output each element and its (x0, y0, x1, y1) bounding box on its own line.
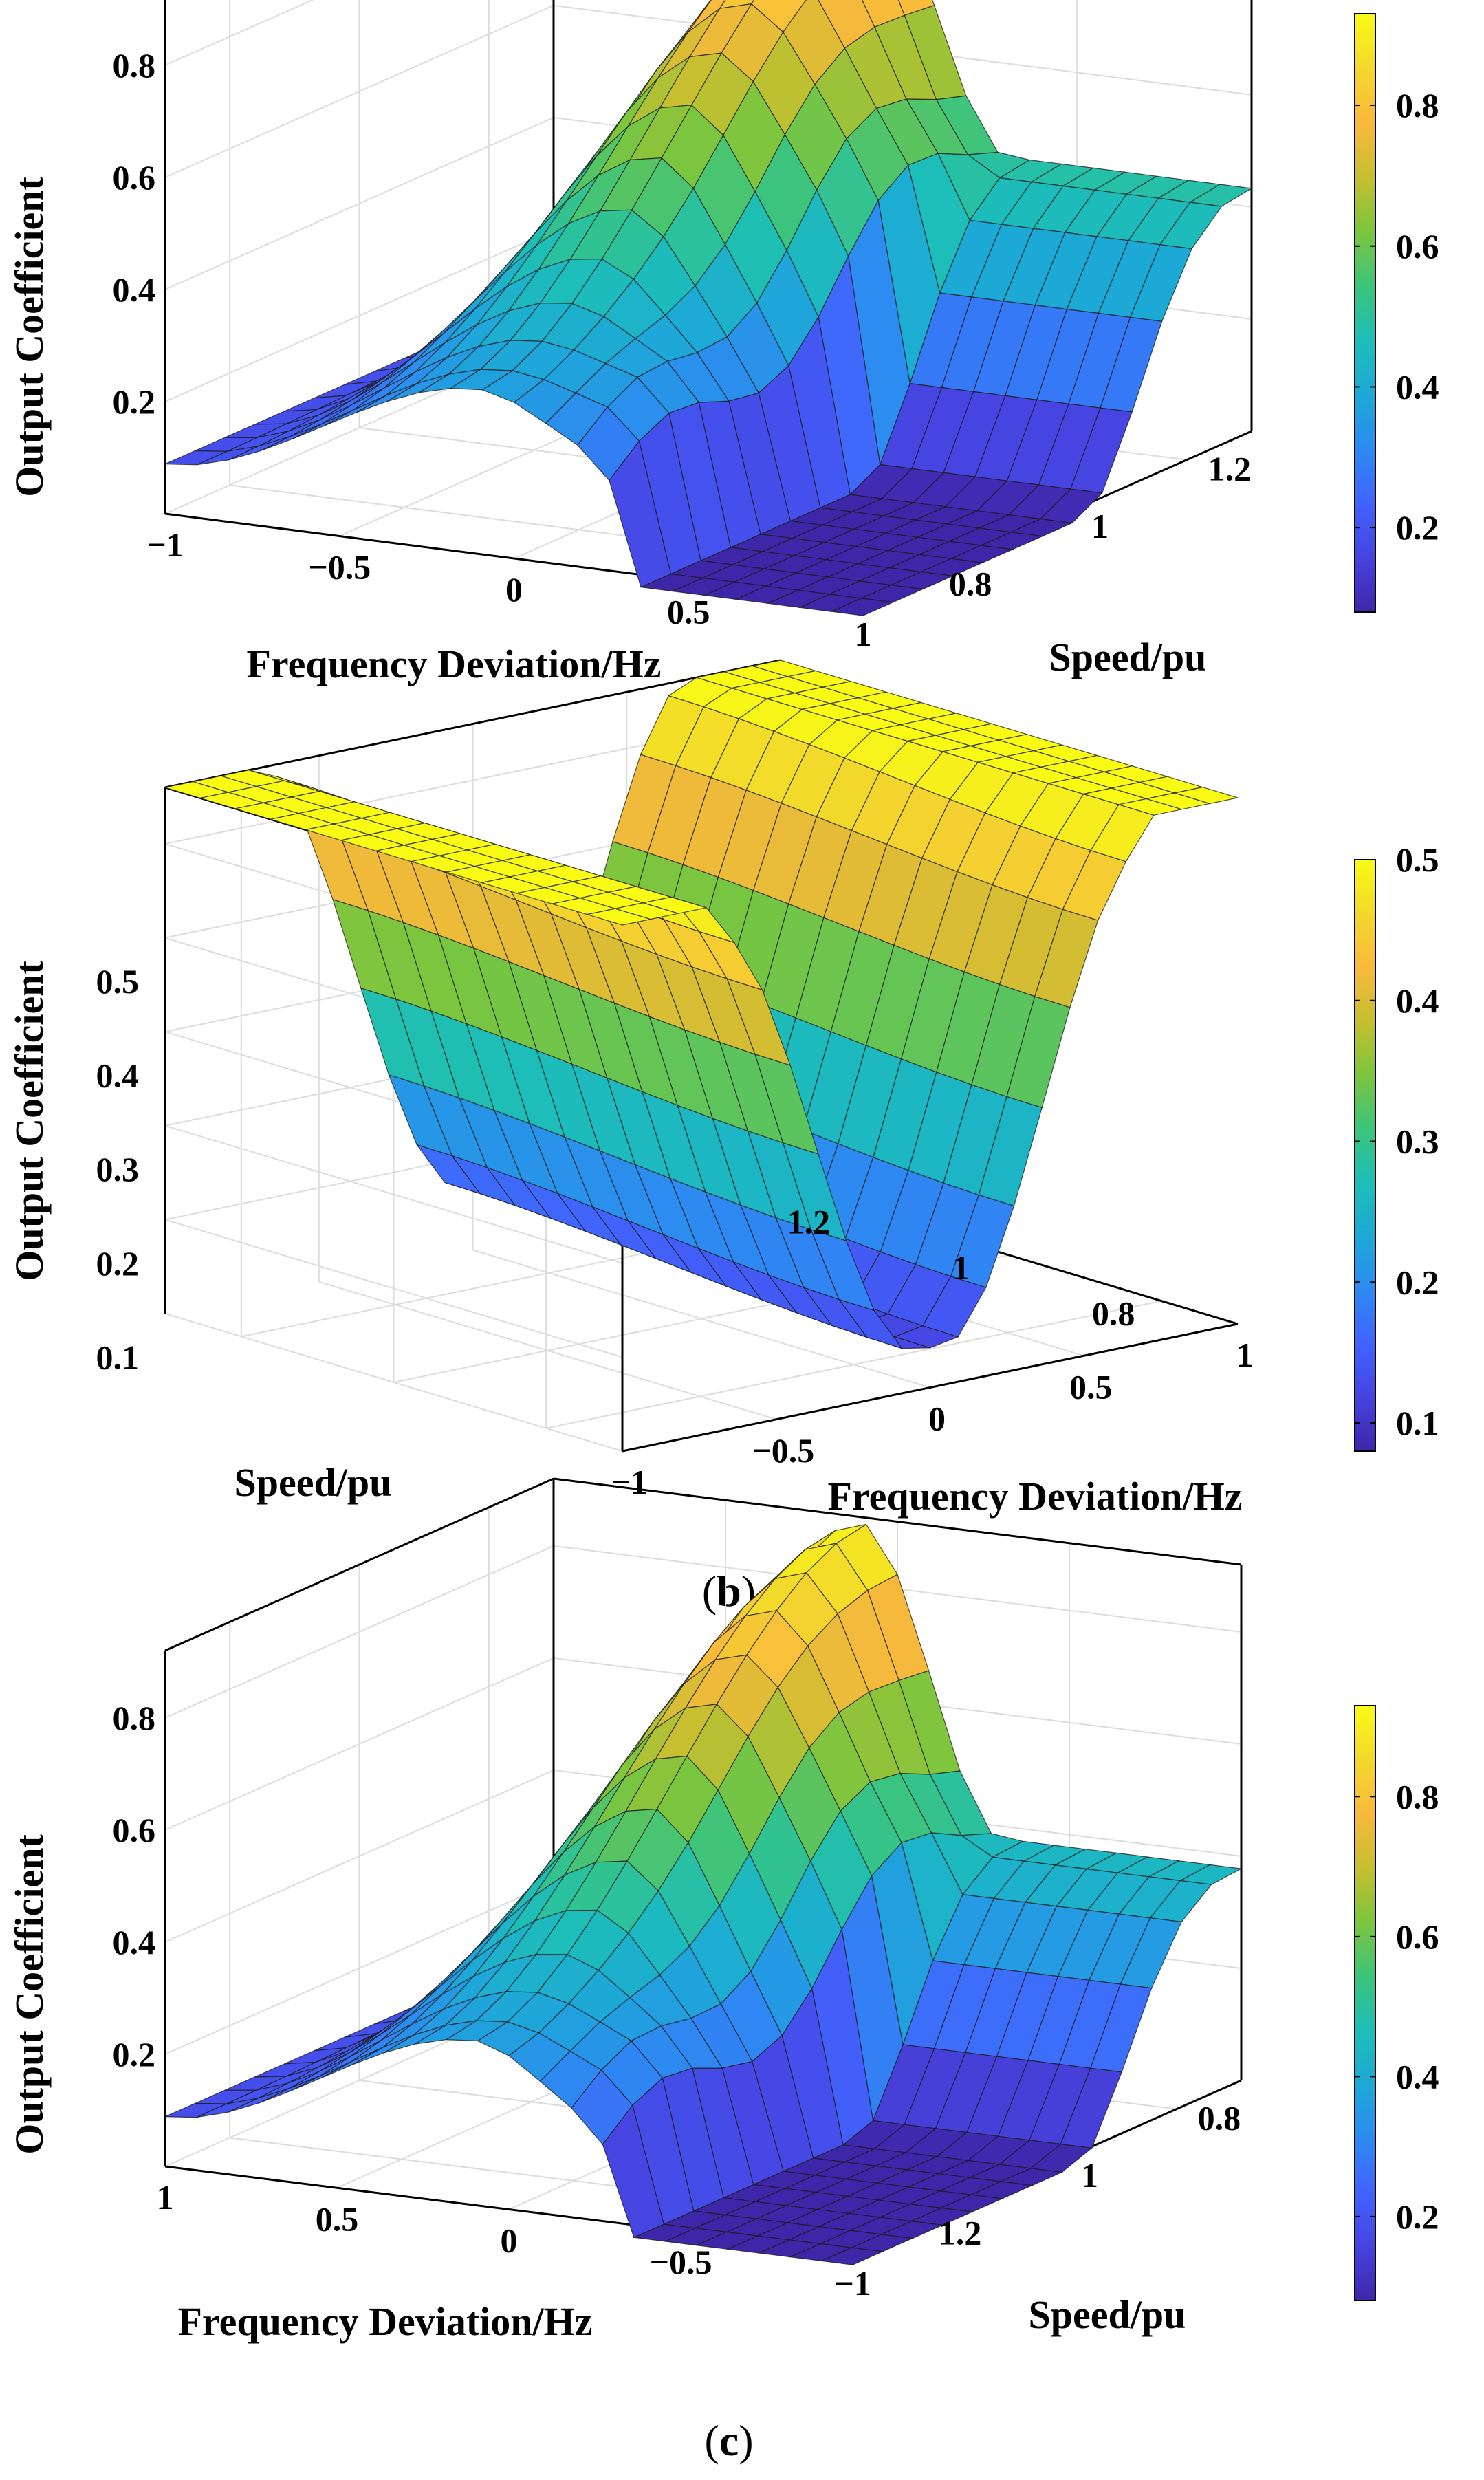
z-tick-label: 0.4 (96, 1056, 140, 1095)
x-axis-label: Frequency Deviation/Hz (827, 1474, 1242, 1519)
z-tick-label: 0.4 (113, 270, 156, 309)
z-tick-label: 0.6 (113, 158, 156, 197)
z-tick-label: 0.2 (113, 2035, 156, 2074)
x-tick-label: 1 (855, 615, 872, 653)
panel-a: −1 −0.5 0 0.5 1 0.8 1 1.2 0.2 0.4 0.6 0.8 Output Coe… (7, 0, 1439, 763)
x-tick-label: −1 (834, 2264, 871, 2303)
colorbar-tick-label: 0.6 (1396, 227, 1439, 265)
colorbar-gradient (1354, 1705, 1376, 2301)
surface-cell (1175, 786, 1239, 805)
z-tick-label: 0.5 (96, 962, 140, 1001)
x-tick-label: −0.5 (308, 548, 371, 587)
x-axis-line (622, 1323, 1239, 1453)
surface-cell (164, 450, 227, 466)
x-axis-label: Frequency Deviation/Hz (177, 2299, 592, 2344)
y-tick-label: 1 (1091, 507, 1109, 545)
colorbar-gradient (1354, 13, 1376, 613)
colorbar: 0.2 0.4 0.6 0.8 (1354, 1705, 1439, 2301)
panel-caption: (b) (702, 1567, 756, 1616)
box-edge-top-back (164, 659, 781, 789)
x-tick-label: 1 (1236, 1336, 1254, 1374)
colorbar-tick-label: 0.8 (1396, 86, 1439, 124)
colorbar-tick-label: 0.5 (1396, 840, 1439, 879)
x-tick-label: 0.5 (316, 2199, 359, 2238)
surface-mesh (164, 660, 1239, 1349)
colorbar-tick-label: 0.2 (1396, 508, 1439, 547)
colorbar: 0.1 0.2 0.3 0.4 0.5 (1354, 840, 1439, 1452)
tick-labels: −1 −0.5 0 0.5 1 0.8 1 1.2 0.2 0.4 0.6 0.8 (113, 46, 1252, 653)
panel-b: −1 −0.5 0 0.5 1 0.8 1 1.2 0.1 0.2 0.3 0.4 0.5 Output … (7, 659, 1439, 1616)
tick-labels: −1 −0.5 0 0.5 1 0.8 1 1.2 0.1 0.2 0.3 0.4 0.5 (96, 962, 1254, 1501)
z-tick-label: 0.4 (113, 1923, 156, 1961)
x-tick-label: 0 (505, 570, 523, 609)
y-axis-label: Speed/pu (1029, 2292, 1186, 2337)
z-axis-label: Output Coefficient (7, 177, 52, 497)
colorbar-tick-label: 0.2 (1396, 1263, 1439, 1301)
z-tick-label: 0.8 (113, 1699, 156, 1737)
z-tick-label: 0.6 (113, 1811, 156, 1849)
colorbar-tick-label: 0.6 (1396, 1917, 1439, 1956)
z-axis-label: Output Coefficient (7, 961, 52, 1281)
colorbar-tick-label: 0.4 (1396, 2057, 1439, 2096)
x-tick-label: 0 (501, 2221, 518, 2260)
surface-cell (587, 908, 651, 926)
x-tick-label: 1 (157, 2178, 174, 2217)
colorbar-tick-label: 0.1 (1396, 1404, 1439, 1442)
x-tick-label: −0.5 (752, 1431, 814, 1470)
x-axis-label: Frequency Deviation/Hz (246, 642, 661, 686)
z-tick-label: 0.2 (113, 382, 156, 421)
colorbar-tick-label: 0.3 (1396, 1122, 1439, 1161)
box-edge-top-back (553, 1477, 1242, 1566)
y-axis-label: Speed/pu (1049, 635, 1207, 679)
x-tick-label: 0 (928, 1400, 946, 1438)
z-axis-label: Output Coefficient (7, 1834, 52, 2155)
x-tick-label: 0.5 (1069, 1367, 1113, 1406)
panel-c: 1 0.5 0 −0.5 −1 1.2 1 0.8 0.2 0.4 0.6 0.8 Output Coe… (7, 1477, 1439, 2465)
colorbar-tick-label: 0.8 (1396, 1777, 1439, 1816)
y-tick-label: 1.2 (787, 1202, 831, 1241)
box-edge-top-left (164, 1477, 554, 1652)
x-tick-label: 0.5 (667, 593, 710, 631)
surface-cell (164, 2102, 227, 2118)
y-axis-label: Speed/pu (234, 1460, 392, 1505)
colorbar-tick-label: 0.4 (1396, 981, 1439, 1020)
y-tick-label: 1.2 (939, 2213, 982, 2252)
surface-cell (897, 0, 935, 16)
colorbar: 0.2 0.4 0.6 0.8 (1354, 13, 1439, 613)
y-tick-label: 0.8 (1092, 1294, 1135, 1333)
colorbar-tick-label: 0.2 (1396, 2197, 1439, 2236)
y-tick-label: 1 (952, 1248, 970, 1287)
z-tick-label: 0.8 (113, 46, 156, 85)
tick-labels: 1 0.5 0 −0.5 −1 1.2 1 0.8 0.2 0.4 0.6 0.8 (113, 1699, 1241, 2303)
z-tick-label: 0.3 (96, 1150, 140, 1188)
panel-caption: (c) (704, 2416, 753, 2465)
z-tick-label: 0.1 (96, 1338, 140, 1376)
surface-mesh (164, 0, 1253, 616)
y-tick-label: 0.8 (1198, 2099, 1241, 2138)
x-tick-label: −1 (611, 1463, 648, 1501)
colorbar-tick-label: 0.4 (1396, 367, 1439, 406)
y-tick-label: 1 (1081, 2156, 1098, 2195)
x-tick-label: −1 (146, 525, 184, 564)
y-tick-label: 0.8 (949, 564, 992, 602)
surface-mesh (164, 1523, 1243, 2265)
y-tick-label: 1.2 (1208, 450, 1252, 488)
x-tick-label: −0.5 (650, 2243, 712, 2281)
z-tick-label: 0.2 (96, 1244, 140, 1283)
colorbar-gradient (1354, 859, 1376, 1452)
